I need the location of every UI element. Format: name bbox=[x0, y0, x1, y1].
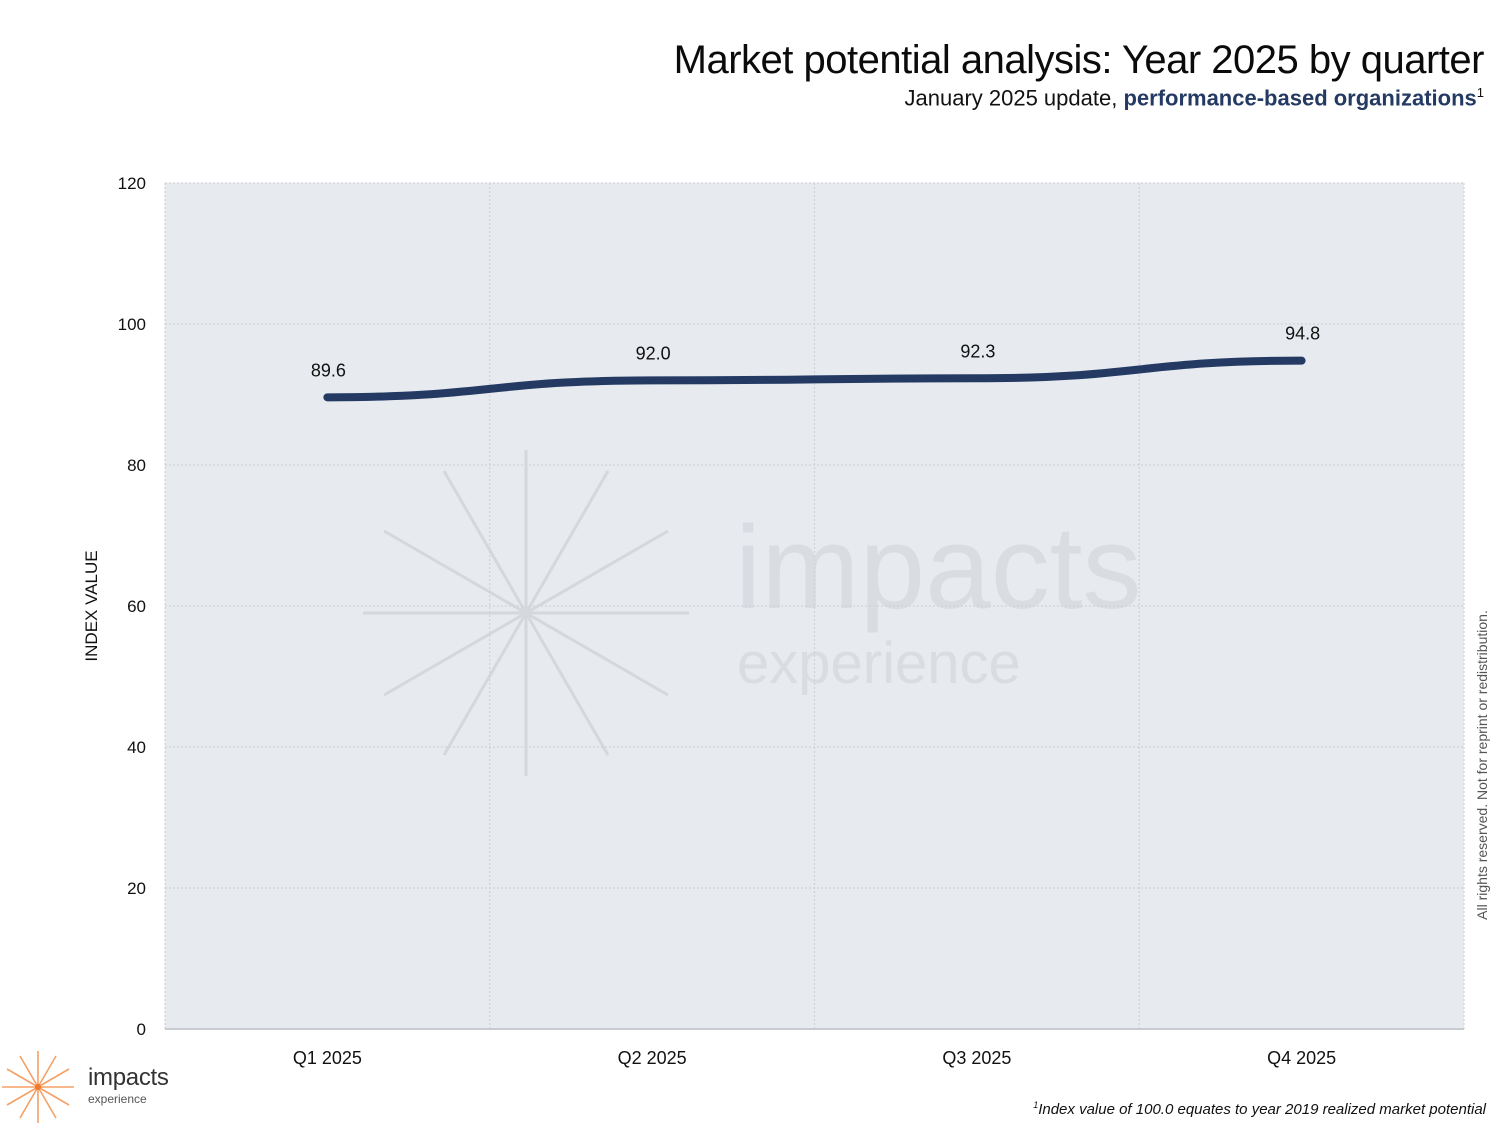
data-label: 92.3 bbox=[960, 341, 995, 361]
data-label: 94.8 bbox=[1285, 324, 1320, 344]
y-axis-ticks: 0 20 40 60 80 100 120 bbox=[118, 174, 146, 1039]
y-tick-label: 60 bbox=[127, 597, 146, 616]
footnote-text: Index value of 100.0 equates to year 201… bbox=[1038, 1101, 1486, 1118]
y-tick-label: 80 bbox=[127, 456, 146, 475]
y-tick-label: 120 bbox=[118, 174, 146, 193]
x-tick-label: Q3 2025 bbox=[942, 1048, 1011, 1068]
y-axis-label: INDEX VALUE bbox=[82, 550, 101, 661]
x-tick-label: Q2 2025 bbox=[618, 1048, 687, 1068]
x-axis-ticks: Q1 2025 Q2 2025 Q3 2025 Q4 2025 bbox=[293, 1048, 1336, 1068]
logo-wordmark: impacts bbox=[88, 1064, 169, 1092]
x-tick-label: Q1 2025 bbox=[293, 1048, 362, 1068]
y-tick-label: 100 bbox=[118, 315, 146, 334]
y-tick-label: 20 bbox=[127, 879, 146, 898]
watermark-subtext: experience bbox=[737, 631, 1021, 696]
logo-center bbox=[35, 1084, 41, 1090]
rights-notice: All rights reserved. Not for reprint or … bbox=[1474, 610, 1490, 920]
footnote: 1Index value of 100.0 equates to year 20… bbox=[1033, 1100, 1486, 1118]
x-tick-label: Q4 2025 bbox=[1267, 1048, 1336, 1068]
y-tick-label: 40 bbox=[127, 738, 146, 757]
watermark-text: impacts bbox=[735, 502, 1142, 634]
logo-subtext: experience bbox=[88, 1092, 147, 1106]
y-tick-label: 0 bbox=[137, 1020, 146, 1039]
data-label: 89.6 bbox=[311, 360, 346, 380]
logo-starburst-icon bbox=[2, 1051, 74, 1123]
data-label: 92.0 bbox=[636, 343, 671, 363]
